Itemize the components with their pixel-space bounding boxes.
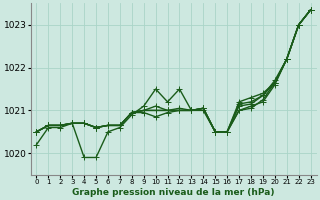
X-axis label: Graphe pression niveau de la mer (hPa): Graphe pression niveau de la mer (hPa) xyxy=(72,188,275,197)
